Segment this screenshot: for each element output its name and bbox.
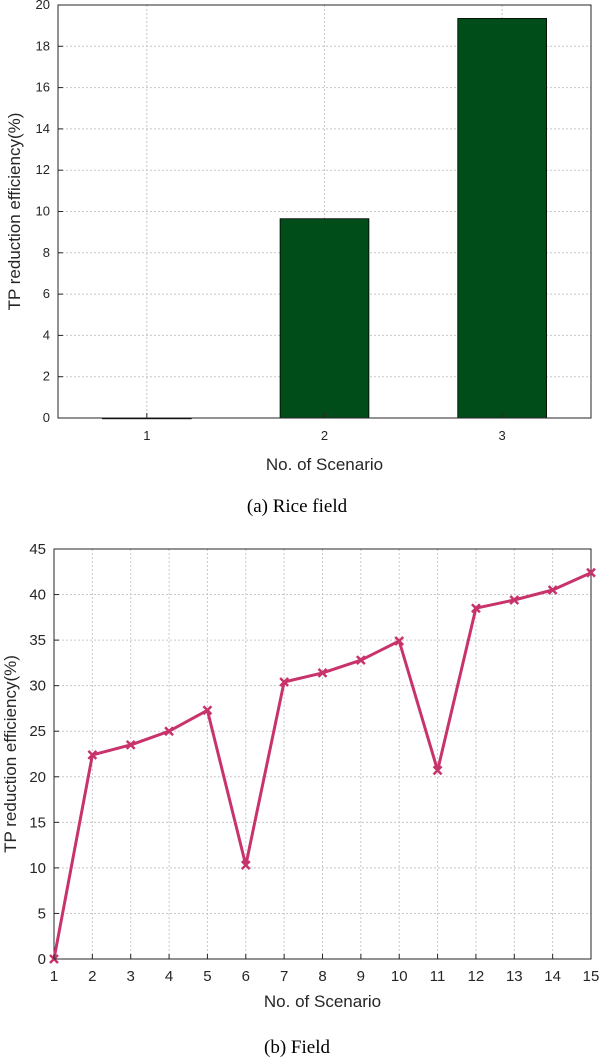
data-point-scenario-4	[164, 726, 174, 737]
x-tick-label: 5	[203, 968, 211, 985]
x-tick-label: 2	[88, 968, 96, 985]
y-tick-label: 40	[29, 587, 46, 604]
bar-scenario-2	[279, 218, 370, 419]
x-tick-label: 13	[506, 968, 523, 985]
data-point-scenario-10	[394, 636, 405, 646]
x-tick-label: 9	[357, 968, 365, 985]
y-tick-label: 15	[29, 814, 46, 831]
line-chart-x-ticks: 1 2 3 4 5 6 7 8 9 10 11 12 13 14 15	[50, 954, 600, 985]
data-point-scenario-15	[586, 567, 596, 578]
line-chart-y-axis-label: TP reduction efficiency(%)	[1, 655, 20, 853]
x-tick-label: 11	[430, 968, 446, 985]
data-point-scenario-6	[240, 860, 251, 871]
line-chart-grid	[53, 548, 592, 960]
data-point-scenario-12	[471, 603, 481, 614]
x-tick-label: 7	[280, 968, 288, 985]
data-point-scenario-2	[87, 750, 98, 760]
data-point-scenario-7	[279, 677, 290, 687]
data-point-scenario-3	[125, 740, 136, 750]
bar-scenario-3	[457, 18, 547, 419]
data-point-scenario-9	[355, 655, 366, 666]
x-tick-label: 12	[468, 968, 485, 985]
bar-chart-bars	[102, 18, 547, 420]
y-tick-label: 14	[36, 121, 50, 136]
y-tick-label: 20	[29, 769, 46, 786]
x-tick-label: 1	[50, 968, 58, 985]
y-tick-label: 0	[38, 951, 46, 968]
data-point-scenario-14	[547, 585, 558, 595]
bar-chart-x-axis-label: No. of Scenario	[266, 455, 383, 474]
data-point-scenario-5	[202, 705, 213, 716]
x-tick-label: 1	[143, 428, 150, 443]
y-tick-label: 20	[36, 0, 50, 12]
y-tick-label: 8	[43, 245, 50, 260]
y-tick-label: 16	[36, 80, 50, 95]
bar-chart-caption: (a) Rice field	[247, 496, 348, 517]
line-chart-caption: (b) Field	[264, 1037, 330, 1058]
y-tick-label: 4	[43, 327, 50, 342]
y-tick-label: 0	[43, 410, 50, 425]
x-tick-label: 3	[499, 428, 506, 443]
y-tick-label: 25	[29, 723, 46, 740]
x-tick-label: 8	[318, 968, 326, 985]
x-tick-label: 3	[127, 968, 135, 985]
y-tick-label: 12	[36, 162, 50, 177]
bar-chart-y-ticks: 0 2 4 6 8 10 12 14 16 18 20	[36, 0, 63, 425]
line-chart-markers	[49, 567, 596, 964]
y-tick-label: 10	[36, 204, 50, 219]
bar-chart-y-axis-label: TP reduction efficiency(%)	[5, 113, 24, 311]
y-tick-label: 35	[29, 632, 46, 649]
x-tick-label: 6	[242, 968, 250, 985]
data-point-scenario-8	[317, 668, 328, 678]
y-tick-label: 5	[38, 905, 46, 922]
line-chart-x-axis-label: No. of Scenario	[264, 992, 381, 1011]
data-point-scenario-11	[432, 765, 443, 776]
y-tick-label: 30	[29, 678, 46, 695]
y-tick-label: 10	[29, 860, 46, 877]
x-tick-label: 10	[391, 968, 408, 985]
x-tick-label: 15	[583, 968, 600, 985]
y-tick-label: 18	[36, 38, 50, 53]
x-tick-label: 4	[165, 968, 173, 985]
bar-chart-x-ticks: 1 2 3	[143, 413, 506, 443]
x-tick-label: 2	[321, 428, 328, 443]
x-tick-label: 14	[544, 968, 561, 985]
data-point-scenario-13	[509, 595, 520, 605]
y-tick-label: 2	[43, 369, 50, 384]
line-chart-y-ticks: 0 5 10 15 20 25 30 35 40 45	[29, 541, 59, 968]
y-tick-label: 45	[29, 541, 46, 558]
y-tick-label: 6	[43, 286, 50, 301]
